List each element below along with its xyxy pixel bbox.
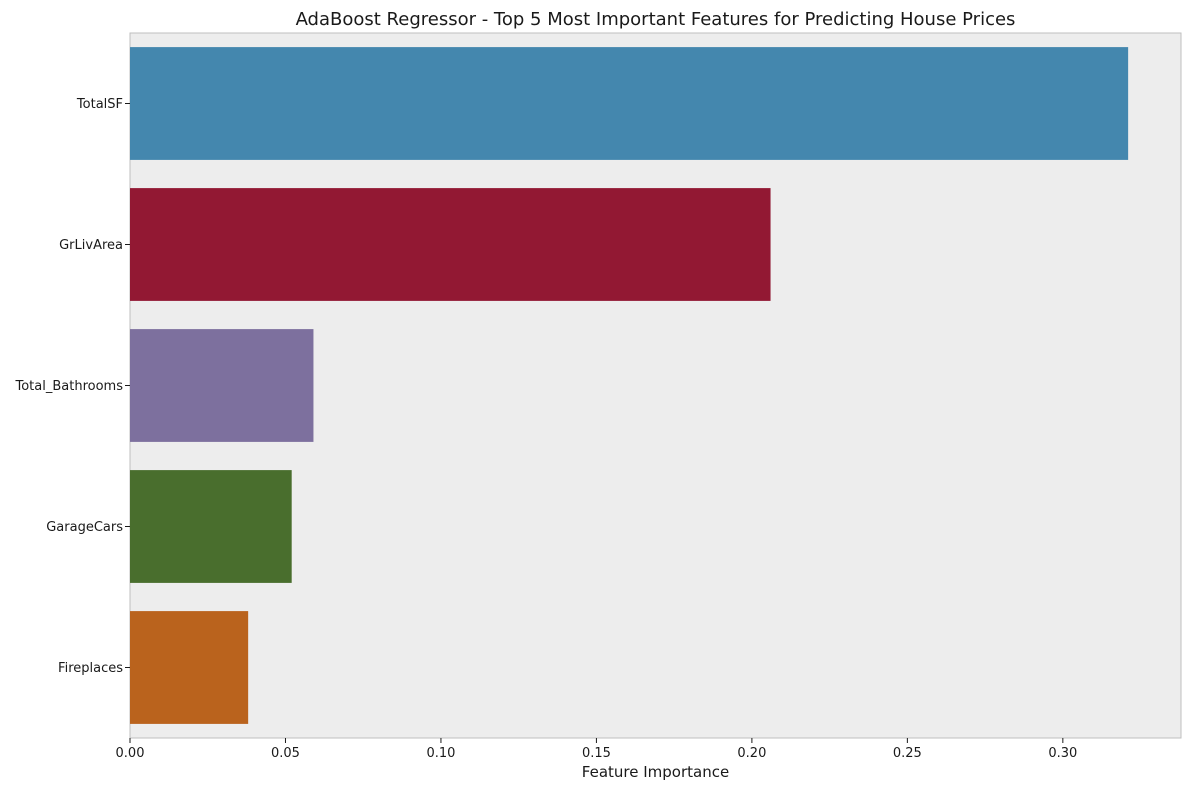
bar-fireplaces [130,611,249,724]
bar-grlivarea [130,188,771,301]
y-tick-label: Total_Bathrooms [15,379,124,394]
y-tick-label: Fireplaces [58,661,123,676]
y-tick-label: TotalSF [76,97,123,112]
y-tick-label: GrLivArea [59,238,123,253]
x-tick-label: 0.00 [116,746,145,761]
x-tick-label: 0.25 [893,746,922,761]
bars-group [130,47,1129,724]
x-axis: 0.00 0.05 0.10 0.15 0.20 0.25 0.30 [116,738,1077,761]
chart-title: AdaBoost Regressor - Top 5 Most Importan… [296,9,1016,30]
x-tick-label: 0.30 [1048,746,1077,761]
x-tick-label: 0.15 [582,746,611,761]
x-tick-label: 0.10 [426,746,455,761]
y-tick-label: GarageCars [46,520,123,535]
bar-garagecars [130,470,292,583]
y-axis: TotalSF GrLivArea Total_Bathrooms GarageCar… [15,97,130,676]
x-axis-label: Feature Importance [582,763,729,781]
bar-total-bathrooms [130,329,314,442]
x-tick-label: 0.05 [271,746,300,761]
x-tick-label: 0.20 [737,746,766,761]
bar-totalsf [130,47,1129,160]
